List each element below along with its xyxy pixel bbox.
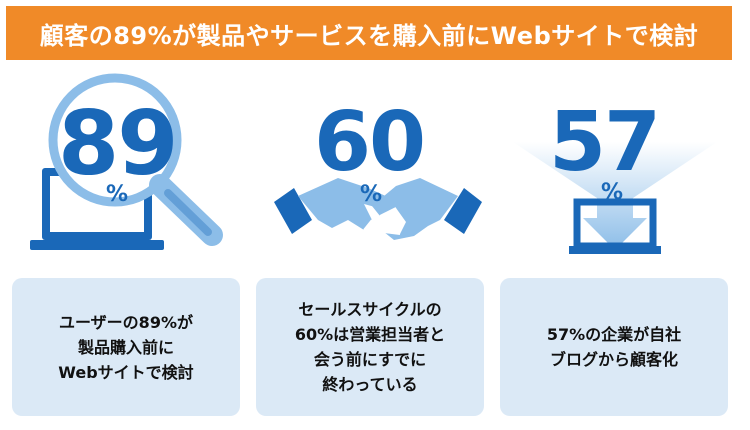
stat-card-89: ユーザーの89%が 製品購入前に Webサイトで検討 bbox=[12, 278, 240, 416]
stat-card-line: 会う前にすでに bbox=[313, 350, 427, 369]
stat-card-line: 終わっている bbox=[322, 375, 418, 394]
stat-card-text: ユーザーの89%が 製品購入前に Webサイトで検討 bbox=[58, 310, 193, 385]
stat-card-line: ユーザーの89%が bbox=[59, 312, 193, 332]
stat-card-line: 60%は営業担当者と bbox=[294, 325, 446, 344]
stat-card-line: Webサイトで検討 bbox=[58, 362, 194, 382]
stat-graphic-57: 57 % bbox=[505, 70, 725, 270]
stat-graphic-89: 89 % bbox=[20, 70, 240, 270]
stat-card-line: 製品購入前に bbox=[77, 337, 174, 357]
stat-value-89: 89 bbox=[58, 92, 178, 195]
stat-unit-60: % bbox=[360, 182, 383, 207]
page-title: 顧客の89%が製品やサービスを購入前にWebサイトで検討 bbox=[39, 21, 699, 50]
stat-card-60: セールスサイクルの 60%は営業担当者と 会う前にすでに 終わっている bbox=[256, 278, 484, 416]
stat-card-text: 57%の企業が自社 ブログから顧客化 bbox=[547, 322, 681, 372]
stat-card-line: 57%の企業が自社 bbox=[546, 325, 682, 344]
stat-graphic-60: 60 % bbox=[268, 70, 488, 270]
stat-value-57: 57 bbox=[549, 95, 661, 190]
handshake-icon bbox=[274, 178, 482, 240]
stat-card-57: 57%の企業が自社 ブログから顧客化 bbox=[500, 278, 728, 416]
stat-card-line: セールスサイクルの bbox=[298, 300, 442, 319]
stat-unit-89: % bbox=[106, 182, 129, 207]
stat-card-text: セールスサイクルの 60%は営業担当者と 会う前にすでに 終わっている bbox=[295, 297, 445, 397]
stat-card-line: ブログから顧客化 bbox=[549, 350, 678, 369]
stat-value-60: 60 bbox=[314, 95, 426, 190]
page-title-banner: 顧客の89%が製品やサービスを購入前にWebサイトで検討 bbox=[6, 6, 732, 60]
funnel-monitor-icon bbox=[513, 142, 717, 254]
stat-unit-57: % bbox=[601, 180, 624, 205]
magnifier-laptop-icon bbox=[30, 73, 223, 250]
